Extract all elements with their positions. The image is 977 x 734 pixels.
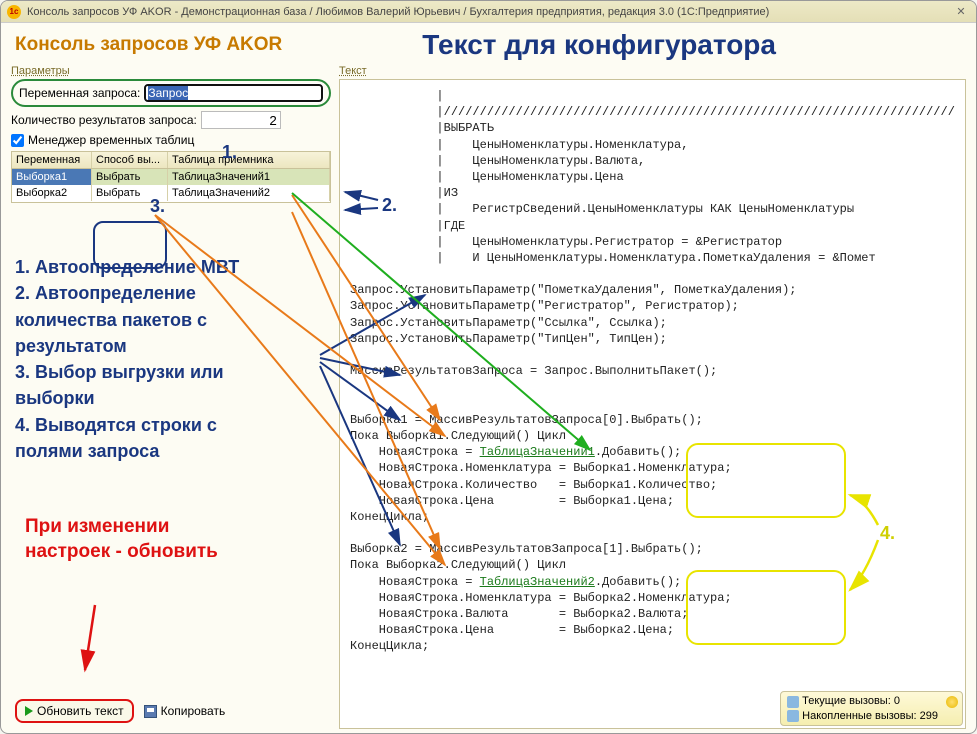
- copy-button[interactable]: Копировать: [144, 704, 226, 718]
- window-title: Консоль запросов УФ AKOR - Демонстрацион…: [27, 6, 769, 18]
- result-count-row: Количество результатов запроса:: [11, 111, 331, 129]
- callout-1: 1.: [222, 142, 237, 163]
- result-count-input[interactable]: [201, 111, 281, 129]
- callout-3: 3.: [150, 196, 165, 217]
- query-variable-label: Переменная запроса:: [19, 86, 140, 100]
- red-note: При изменении настроек - обновить: [11, 515, 331, 564]
- update-text-button[interactable]: Обновить текст: [15, 699, 134, 723]
- query-variable-row: Переменная запроса:: [11, 79, 331, 107]
- annotation-list: 1. Автоопределение МВТ 2. Автоопределени…: [11, 255, 331, 465]
- th-method: Способ вы...: [92, 152, 168, 168]
- text-section-label: Текст: [339, 65, 966, 77]
- bottom-toolbar: Обновить текст Копировать: [11, 693, 331, 729]
- config-title: Текст для конфигуратора: [422, 29, 776, 61]
- status-icon: [787, 696, 799, 708]
- mvt-label: Менеджер временных таблиц: [28, 133, 194, 147]
- right-panel: Текст | |///////////////////////////////…: [339, 65, 966, 729]
- status-icon: [787, 710, 799, 722]
- th-receiver: Таблица приемника: [168, 152, 330, 168]
- query-variable-input[interactable]: [144, 84, 323, 102]
- pin-icon[interactable]: [946, 696, 958, 708]
- play-icon: [25, 706, 33, 716]
- code-textarea[interactable]: | |/////////////////////////////////////…: [339, 79, 966, 729]
- close-icon[interactable]: ✕: [952, 5, 970, 19]
- th-variable: Переменная: [12, 152, 92, 168]
- status-bar: Текущие вызовы: 0 Накопленные вызовы: 29…: [780, 691, 963, 726]
- params-section-label: Параметры: [11, 65, 331, 77]
- logo-icon: 1c: [7, 5, 21, 19]
- titlebar: 1c Консоль запросов УФ AKOR - Демонстрац…: [1, 1, 976, 23]
- header: Консоль запросов УФ AKOR Текст для конфи…: [1, 23, 976, 61]
- disk-icon: [144, 705, 157, 718]
- app-title: Консоль запросов УФ AKOR: [15, 34, 282, 56]
- table-row[interactable]: Выборка2 Выбрать ТаблицаЗначений2: [12, 185, 330, 201]
- mvt-row: Менеджер временных таблиц: [11, 133, 331, 147]
- table-header: Переменная Способ вы... Таблица приемник…: [12, 152, 330, 169]
- callout-2: 2.: [382, 195, 397, 216]
- app-window: 1c Консоль запросов УФ AKOR - Демонстрац…: [0, 0, 977, 734]
- table-row[interactable]: Выборка1 Выбрать ТаблицаЗначений1: [12, 169, 330, 185]
- left-panel: Параметры Переменная запроса: Количество…: [11, 65, 331, 729]
- mvt-checkbox[interactable]: [11, 134, 24, 147]
- result-count-label: Количество результатов запроса:: [11, 113, 197, 127]
- callout-4: 4.: [880, 523, 895, 544]
- selections-table[interactable]: Переменная Способ вы... Таблица приемник…: [11, 151, 331, 203]
